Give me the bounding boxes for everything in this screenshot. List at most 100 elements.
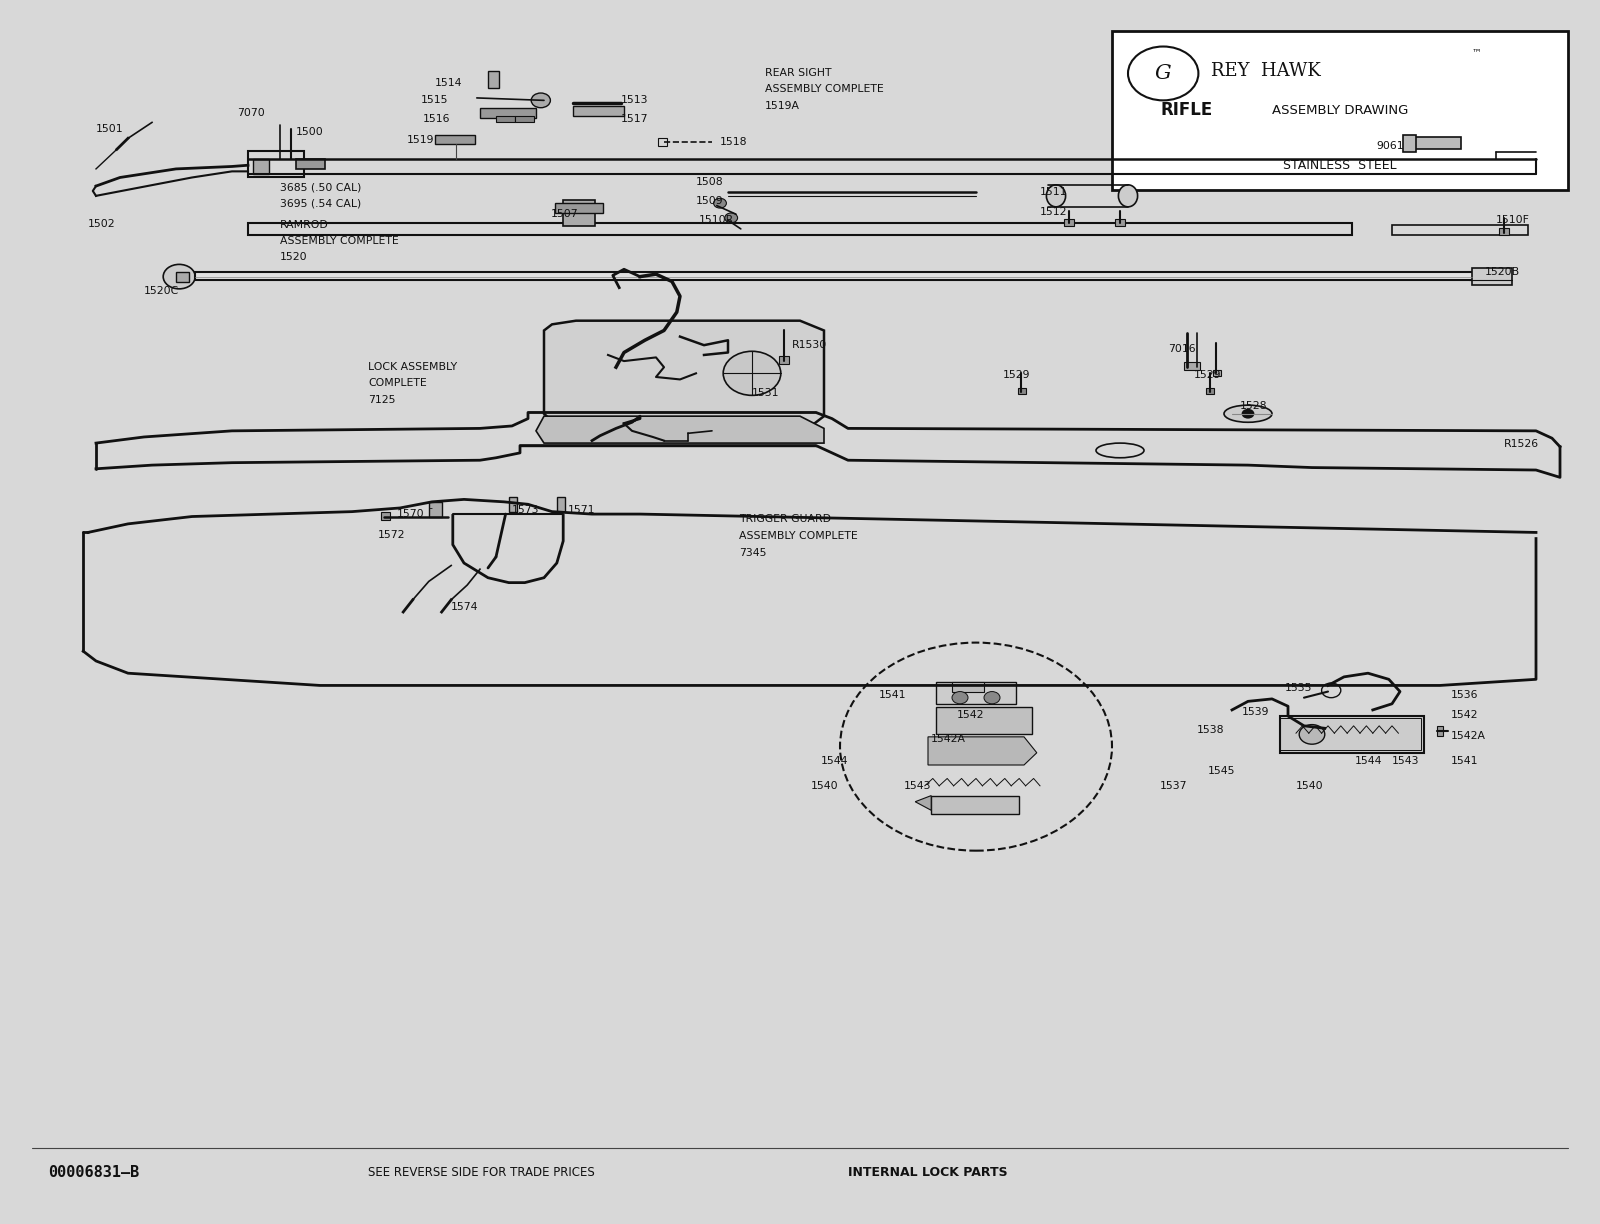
Bar — [253, 159, 269, 174]
Bar — [1472, 268, 1512, 285]
Text: 1570: 1570 — [397, 509, 424, 519]
Text: 1519A: 1519A — [765, 102, 800, 111]
Circle shape — [725, 213, 738, 223]
Text: STAINLESS  STEEL: STAINLESS STEEL — [1283, 159, 1397, 171]
Text: 1542A: 1542A — [1451, 731, 1486, 741]
Text: 1538: 1538 — [1197, 725, 1224, 734]
Bar — [1064, 219, 1074, 226]
Bar — [496, 116, 515, 122]
Text: 1539: 1539 — [1242, 707, 1269, 717]
Text: R1526: R1526 — [1504, 439, 1539, 449]
Text: 1543: 1543 — [904, 781, 931, 791]
Text: 7345: 7345 — [739, 548, 766, 558]
Text: R1530: R1530 — [792, 340, 827, 350]
Text: 1540: 1540 — [811, 781, 838, 791]
Text: 7016: 7016 — [1168, 344, 1195, 354]
Bar — [936, 707, 1032, 734]
Text: 1572: 1572 — [378, 530, 405, 540]
Circle shape — [984, 692, 1000, 704]
Text: COMPLETE: COMPLETE — [368, 378, 427, 388]
Text: 1511: 1511 — [1040, 187, 1067, 197]
Bar — [557, 497, 565, 512]
Text: ™: ™ — [1472, 48, 1482, 58]
Text: RIFLE: RIFLE — [1160, 102, 1213, 119]
Circle shape — [1242, 409, 1254, 419]
Text: ASSEMBLY COMPLETE: ASSEMBLY COMPLETE — [765, 84, 883, 94]
Text: RAMROD: RAMROD — [280, 220, 328, 230]
Bar — [1280, 718, 1421, 750]
Text: 1519: 1519 — [406, 135, 434, 144]
Text: 9061: 9061 — [1376, 141, 1403, 151]
Bar — [573, 106, 624, 116]
Text: 1518: 1518 — [720, 137, 747, 147]
Text: 1535: 1535 — [1285, 683, 1312, 693]
Text: 1529: 1529 — [1194, 370, 1221, 379]
Text: 1540: 1540 — [1296, 781, 1323, 791]
Bar — [248, 151, 304, 177]
Bar — [1206, 388, 1214, 394]
Bar — [480, 108, 536, 118]
Text: 1571: 1571 — [568, 506, 595, 515]
Ellipse shape — [1224, 405, 1272, 422]
Text: 1509: 1509 — [696, 196, 723, 206]
Text: 1574: 1574 — [451, 602, 478, 612]
Polygon shape — [928, 737, 1037, 765]
Text: 1514: 1514 — [435, 78, 462, 88]
Bar — [1280, 716, 1424, 753]
Circle shape — [714, 198, 726, 208]
Text: 7125: 7125 — [368, 395, 395, 405]
Text: 1512: 1512 — [1040, 207, 1067, 217]
Text: REY  HAWK: REY HAWK — [1211, 62, 1322, 80]
Text: 1520C: 1520C — [144, 286, 179, 296]
Text: TRIGGER GUARD: TRIGGER GUARD — [739, 514, 832, 524]
Bar — [1184, 362, 1200, 370]
Text: ASSEMBLY DRAWING: ASSEMBLY DRAWING — [1272, 104, 1408, 116]
Bar — [509, 497, 517, 512]
Polygon shape — [915, 796, 931, 810]
Bar — [1403, 135, 1416, 152]
Bar — [555, 203, 603, 213]
Text: 1545: 1545 — [1208, 766, 1235, 776]
Text: 1542: 1542 — [957, 710, 984, 720]
Bar — [658, 138, 667, 146]
Bar — [563, 200, 595, 226]
Bar — [1392, 225, 1528, 235]
Text: 7070: 7070 — [237, 108, 264, 118]
Bar — [248, 223, 1352, 235]
Bar — [195, 272, 1475, 280]
Text: 1508: 1508 — [696, 177, 723, 187]
Text: ASSEMBLY COMPLETE: ASSEMBLY COMPLETE — [280, 236, 398, 246]
Bar — [1213, 370, 1221, 376]
Bar — [1112, 31, 1568, 190]
Text: 1510R: 1510R — [699, 215, 734, 225]
Text: 1531: 1531 — [752, 388, 779, 398]
Text: 1543: 1543 — [1392, 756, 1419, 766]
Text: REAR SIGHT: REAR SIGHT — [765, 69, 832, 78]
Text: INTERNAL LOCK PARTS: INTERNAL LOCK PARTS — [848, 1166, 1008, 1179]
Bar — [779, 356, 789, 364]
Bar — [1018, 388, 1026, 394]
Text: 1536: 1536 — [1451, 690, 1478, 700]
Ellipse shape — [1118, 185, 1138, 207]
Text: 1501: 1501 — [96, 124, 123, 133]
Text: 1502: 1502 — [88, 219, 115, 229]
Text: 1541: 1541 — [1451, 756, 1478, 766]
Circle shape — [723, 351, 781, 395]
Bar — [1413, 137, 1461, 149]
Text: 1544: 1544 — [821, 756, 848, 766]
Bar — [1437, 726, 1443, 736]
Ellipse shape — [1046, 185, 1066, 207]
Circle shape — [1299, 725, 1325, 744]
Bar — [1115, 219, 1125, 226]
Text: 1515: 1515 — [421, 95, 448, 105]
Text: LOCK ASSEMBLY: LOCK ASSEMBLY — [368, 362, 458, 372]
Text: 3685 (.50 CAL): 3685 (.50 CAL) — [280, 182, 362, 192]
Bar — [936, 682, 1016, 704]
Text: G: G — [1155, 64, 1171, 83]
Text: 1528: 1528 — [1240, 401, 1267, 411]
Bar — [488, 71, 499, 88]
Bar — [435, 135, 475, 144]
Bar — [381, 512, 390, 520]
Text: 1513: 1513 — [621, 95, 648, 105]
Polygon shape — [536, 416, 824, 443]
